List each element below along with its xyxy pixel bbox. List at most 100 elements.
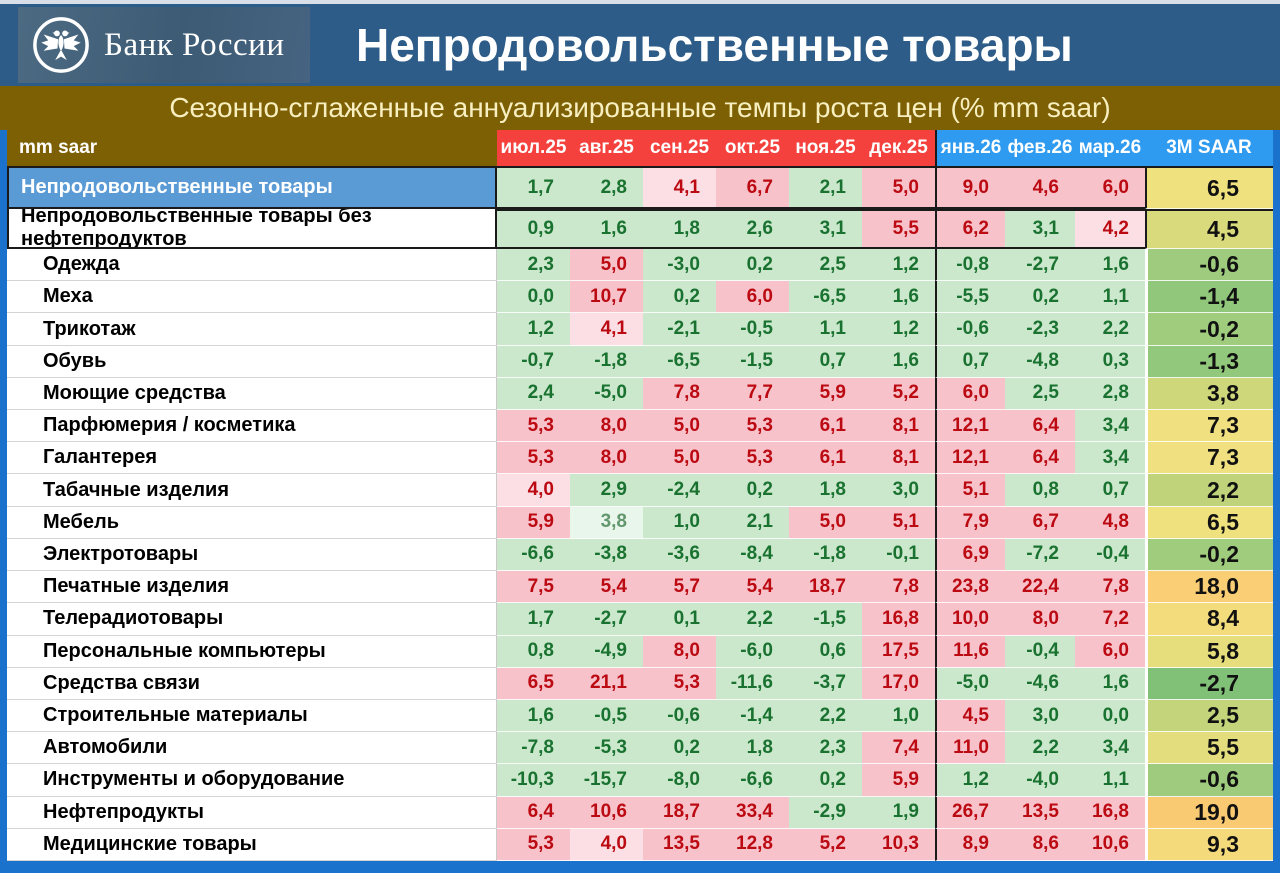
row-label: Нефтепродукты [7,796,497,829]
value-cell: 5,3 [497,828,570,861]
month-header: дек.25 [862,130,935,166]
month-header: авг.25 [570,130,643,166]
future-month-header: янв.26 [935,130,1005,166]
row-label: Электротовары [7,538,497,572]
value-cell: 2,1 [789,166,862,209]
saar-cell: -0,6 [1145,764,1273,797]
value-cell: 1,6 [1075,667,1145,700]
value-cell: 4,1 [570,313,643,346]
value-cell: 5,3 [497,442,570,475]
value-cell: 9,0 [935,166,1005,209]
value-cell: -6,6 [716,764,789,797]
value-cell: 5,0 [862,166,935,209]
price-table: mm saar июл.25 авг.25 сен.25 окт.25 ноя.25 дек… [7,130,1273,861]
subtitle-band: Сезонно-сглаженные аннуализированные тем… [0,86,1280,130]
value-cell: 5,4 [570,571,643,604]
value-cell: -3,6 [643,538,716,572]
value-cell: 13,5 [643,828,716,861]
value-cell: 0,2 [716,474,789,507]
value-cell: 4,2 [1075,209,1145,249]
value-cell: 5,3 [716,410,789,443]
value-cell: -7,8 [497,732,570,765]
value-cell: 12,8 [716,828,789,861]
value-cell: 11,6 [935,635,1005,668]
row-label: Медицинские товары [7,828,497,861]
value-cell: 1,8 [789,474,862,507]
value-cell: 6,1 [789,410,862,443]
value-cell: 2,8 [570,166,643,209]
saar-cell: 2,2 [1145,474,1273,507]
value-cell: 13,5 [1005,796,1075,829]
row-label: Печатные изделия [7,571,497,604]
value-cell: 2,1 [716,506,789,539]
month-header: июл.25 [497,130,570,166]
value-cell: 1,6 [1075,249,1145,282]
value-cell: 2,2 [789,699,862,733]
value-cell: 0,1 [643,603,716,636]
value-cell: 0,8 [1005,474,1075,507]
saar-cell: 7,3 [1145,410,1273,443]
value-cell: 8,0 [643,635,716,668]
value-cell: 0,9 [497,209,570,249]
value-cell: -7,2 [1005,538,1075,572]
value-cell: 3,1 [1005,209,1075,249]
value-cell: -3,0 [643,249,716,282]
row-label: Средства связи [7,667,497,700]
row-label: Персональные компьютеры [7,635,497,668]
value-cell: 6,7 [716,166,789,209]
value-cell: -6,5 [643,345,716,378]
value-cell: 5,5 [862,209,935,249]
value-cell: 10,6 [1075,828,1145,861]
value-cell: -2,3 [1005,313,1075,346]
value-cell: -4,9 [570,635,643,668]
corner-header: mm saar [7,130,497,166]
value-cell: 6,0 [935,377,1005,411]
value-cell: 4,0 [570,828,643,861]
value-cell: -0,5 [570,699,643,733]
value-cell: 1,8 [643,209,716,249]
value-cell: -1,5 [789,603,862,636]
value-cell: 22,4 [1005,571,1075,604]
value-cell: -4,0 [1005,764,1075,797]
value-cell: 5,9 [789,377,862,411]
value-cell: 6,4 [497,796,570,829]
title-bar: Банк России Непродовольственные товары [0,4,1280,86]
value-cell: 8,6 [1005,828,1075,861]
future-month-header: фев.26 [1005,130,1075,166]
saar-cell: -0,6 [1145,249,1273,282]
value-cell: 4,5 [935,699,1005,733]
value-cell: 0,7 [1075,474,1145,507]
value-cell: 1,6 [497,699,570,733]
value-cell: 2,2 [716,603,789,636]
value-cell: 8,1 [862,410,935,443]
row-label: Непродовольственные товары [7,166,497,209]
value-cell: -0,1 [862,538,935,572]
value-cell: 26,7 [935,796,1005,829]
row-label: Инструменты и оборудование [7,764,497,797]
value-cell: -11,6 [716,667,789,700]
value-cell: 23,8 [935,571,1005,604]
row-label: Непродовольственные товары без нефтепрод… [7,209,497,249]
saar-cell: 19,0 [1145,796,1273,829]
value-cell: 4,0 [497,474,570,507]
value-cell: 10,7 [570,281,643,314]
row-label: Моющие средства [7,377,497,411]
left-frame [0,130,7,861]
row-label: Обувь [7,345,497,378]
value-cell: 5,3 [497,410,570,443]
value-cell: 7,2 [1075,603,1145,636]
value-cell: 5,1 [935,474,1005,507]
value-cell: -1,8 [789,538,862,572]
value-cell: -3,8 [570,538,643,572]
value-cell: 1,0 [862,699,935,733]
value-cell: 1,7 [497,166,570,209]
value-cell: 6,7 [1005,506,1075,539]
saar-cell: 6,5 [1145,166,1273,209]
value-cell: 7,8 [643,377,716,411]
value-cell: 1,6 [862,345,935,378]
value-cell: -1,8 [570,345,643,378]
value-cell: 0,2 [643,732,716,765]
value-cell: 7,8 [862,571,935,604]
value-cell: 12,1 [935,442,1005,475]
